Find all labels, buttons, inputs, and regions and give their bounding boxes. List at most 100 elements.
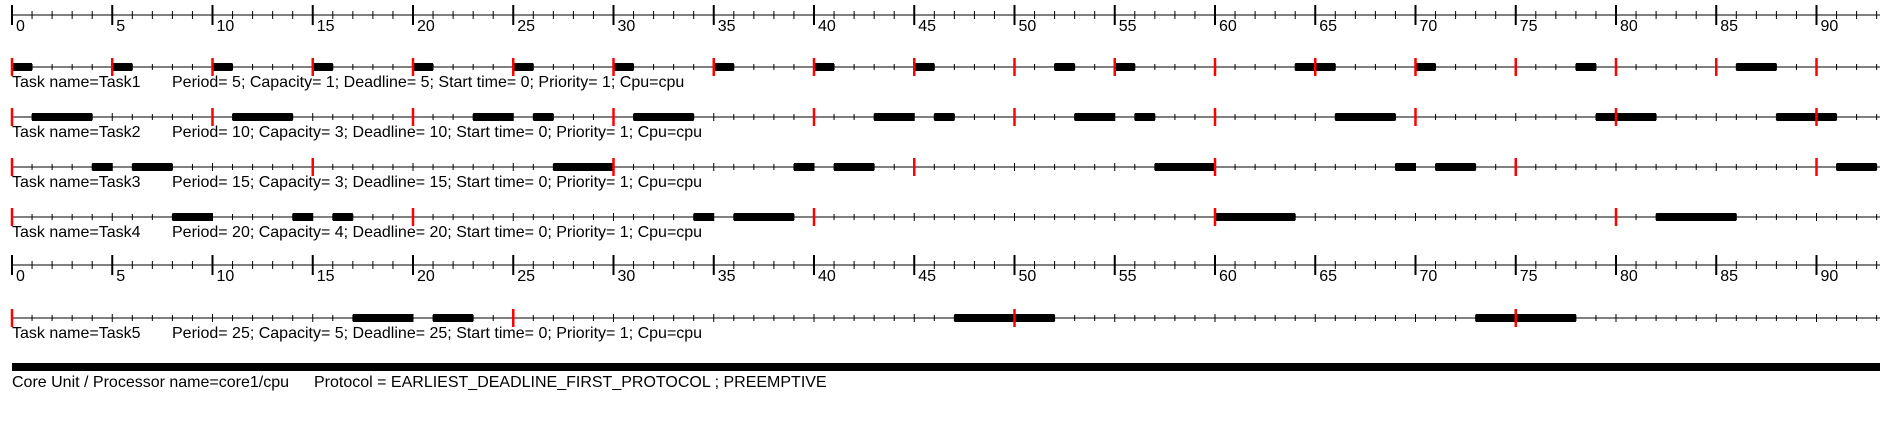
task1-execution-35-36 [713,63,734,71]
task4-execution-8-10 [172,213,213,221]
tick-label-45: 45 [918,18,936,35]
tick-label-75: 75 [1520,268,1538,285]
task2-execution-56-57 [1134,113,1155,121]
task5-params-label: Period= 25; Capacity= 5; Deadline= 25; S… [172,325,702,342]
tick-label-10: 10 [217,268,235,285]
tick-label-10: 10 [217,18,235,35]
task1-execution-70-71 [1415,63,1436,71]
task1-params-label: Period= 5; Capacity= 1; Deadline= 5; Sta… [172,74,684,91]
task4-execution-14-15 [292,213,313,221]
task3-execution-41-43 [834,163,875,171]
tick-label-50: 50 [1019,268,1037,285]
tick-label-75: 75 [1520,18,1538,35]
time-axis-top: 0 5 10 15 20 25 30 35 40 45 50 55 60 65 70 75 80 85 90 [11,5,1880,35]
task1-execution-10-11 [212,63,233,71]
tick-label-20: 20 [417,18,435,35]
time-axis-middle: 0 5 10 15 20 25 30 35 40 45 50 55 60 65 70 75 80 85 90 [11,255,1880,285]
core-unit-bar [12,363,1880,371]
tick-label-20: 20 [417,268,435,285]
tick-label-70: 70 [1420,268,1438,285]
task2-execution-53-55 [1074,113,1115,121]
tick-label-60: 60 [1219,18,1237,35]
tick-label-40: 40 [818,268,836,285]
tick-label-85: 85 [1720,268,1738,285]
task3-execution-69-70 [1395,163,1416,171]
tick-label-30: 30 [618,18,636,35]
task3-execution-71-73 [1435,163,1476,171]
task5-execution-21-23 [433,314,474,322]
tick-label-55: 55 [1119,18,1137,35]
task3-execution-4-5 [92,163,113,171]
tick-label-0: 0 [16,18,25,35]
task1-execution-45-46 [914,63,935,71]
tick-label-55: 55 [1119,268,1137,285]
task2-execution-88-91 [1776,113,1837,121]
task2-params-label: Period= 10; Capacity= 3; Deadline= 10; S… [172,124,702,141]
task1-execution-5-6 [112,63,133,71]
tick-label-5: 5 [116,268,125,285]
task2-execution-66-69 [1335,113,1396,121]
task3-execution-57-60 [1154,163,1215,171]
tick-label-15: 15 [317,268,335,285]
task4-execution-82-86 [1656,213,1737,221]
tick-label-90: 90 [1821,268,1839,285]
tick-label-70: 70 [1420,18,1438,35]
task2-execution-11-14 [232,113,293,121]
tick-label-80: 80 [1620,268,1638,285]
task2-execution-23-25 [473,113,514,121]
tick-label-80: 80 [1620,18,1638,35]
task1-execution-0-1 [12,63,33,71]
task2-execution-1-4 [32,113,93,121]
task2-execution-43-45 [874,113,915,121]
task1-name-label: Task name=Task1 [12,74,141,91]
tick-label-65: 65 [1319,18,1337,35]
protocol-label: Protocol = EARLIEST_DEADLINE_FIRST_PROTO… [314,374,827,391]
task5-execution-47-52 [954,314,1055,322]
task5-name-label: Task name=Task5 [12,325,141,342]
tick-label-50: 50 [1019,18,1037,35]
task4-execution-36-39 [733,213,794,221]
task1-execution-15-16 [312,63,333,71]
tick-label-90: 90 [1821,18,1839,35]
task1-execution-55-56 [1114,63,1135,71]
tick-label-85: 85 [1720,18,1738,35]
tick-label-15: 15 [317,18,335,35]
task1-execution-52-53 [1054,63,1075,71]
task3-row: Task name=Task3 Period= 15; Capacity= 3;… [10,158,1880,191]
task3-execution-39-40 [793,163,814,171]
tick-label-30: 30 [618,268,636,285]
task5-execution-73-78 [1475,314,1576,322]
task2-execution-46-47 [934,113,955,121]
tick-label-25: 25 [517,18,535,35]
task2-execution-79-82 [1595,113,1657,121]
task4-execution-16-17 [332,213,353,221]
task3-execution-91-93 [1836,163,1877,171]
core-unit-label: Core Unit / Processor name=core1/cpu [12,374,289,391]
task3-execution-6-8 [132,163,173,171]
task4-params-label: Period= 20; Capacity= 4; Deadline= 20; S… [172,224,702,241]
task4-execution-60-64 [1215,213,1296,221]
tick-label-35: 35 [718,18,736,35]
task2-row: Task name=Task2 Period= 10; Capacity= 3;… [10,108,1880,141]
tick-label-65: 65 [1319,268,1337,285]
task4-name-label: Task name=Task4 [12,224,141,241]
task1-execution-78-79 [1575,63,1596,71]
task4-execution-34-35 [693,213,714,221]
tick-label-35: 35 [718,268,736,285]
tick-label-40: 40 [818,18,836,35]
task1-execution-40-41 [814,63,835,71]
task3-name-label: Task name=Task3 [12,174,141,191]
task1-execution-30-31 [613,63,634,71]
task3-execution-27-30 [553,163,614,171]
task5-row: Task name=Task5 Period= 25; Capacity= 5;… [10,309,1880,342]
task2-name-label: Task name=Task2 [12,124,141,141]
task4-row: Task name=Task4 Period= 20; Capacity= 4;… [10,208,1880,241]
task2-execution-26-27 [533,113,554,121]
tick-label-45: 45 [918,268,936,285]
tick-label-25: 25 [517,268,535,285]
tick-label-0: 0 [16,268,25,285]
tick-label-5: 5 [116,18,125,35]
task1-execution-25-26 [513,63,534,71]
tick-label-60: 60 [1219,268,1237,285]
